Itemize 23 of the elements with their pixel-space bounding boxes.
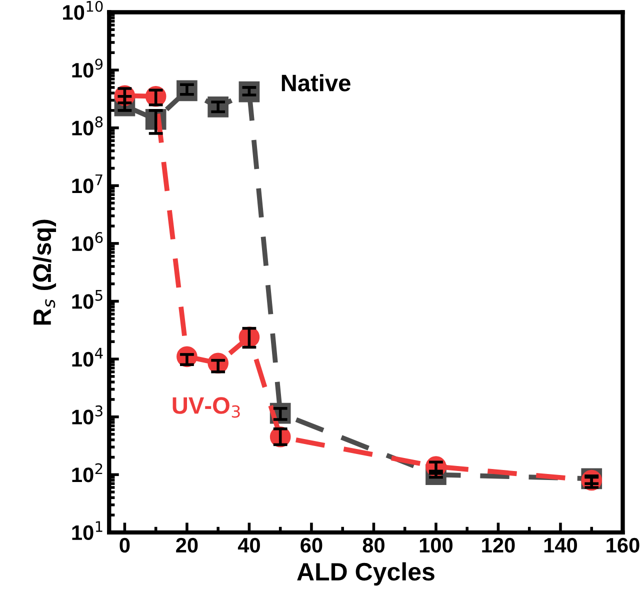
x-tick-label: 80 xyxy=(362,538,384,553)
x-tick-label: 140 xyxy=(544,538,578,553)
x-tick-label: 60 xyxy=(300,538,322,553)
y-tick-label: 10$^{2}$ xyxy=(72,463,102,482)
y-tick-label: 10$^{10}$ xyxy=(63,0,103,20)
y-tick-label: 10$^{9}$ xyxy=(72,58,103,78)
y-axis-title: R$_{s}$ (Ω/sq) xyxy=(32,220,56,325)
x-tick-label: 160 xyxy=(606,538,640,553)
y-tick-label: 10$^{7}$ xyxy=(72,174,102,194)
y-tick-label: 10$^{6}$ xyxy=(72,232,103,252)
x-tick-label: 100 xyxy=(420,538,453,553)
x-tick-label: 20 xyxy=(176,538,198,553)
y-tick-label: 10$^{1}$ xyxy=(72,521,102,540)
y-tick-label: 10$^{8}$ xyxy=(72,116,103,136)
x-tick-label: 40 xyxy=(238,538,260,553)
x-tick-label: 0 xyxy=(120,538,130,553)
y-tick-label: 10$^{3}$ xyxy=(72,405,102,424)
series-label: UV-O$_{3}$ xyxy=(172,397,240,418)
series-label: Native xyxy=(282,74,350,92)
y-tick-label: 10$^{4}$ xyxy=(72,348,103,367)
y-tick-label: 10$^{5}$ xyxy=(72,290,102,309)
x-axis-title: ALD Cycles xyxy=(297,562,434,586)
x-tick-label: 120 xyxy=(482,538,515,553)
